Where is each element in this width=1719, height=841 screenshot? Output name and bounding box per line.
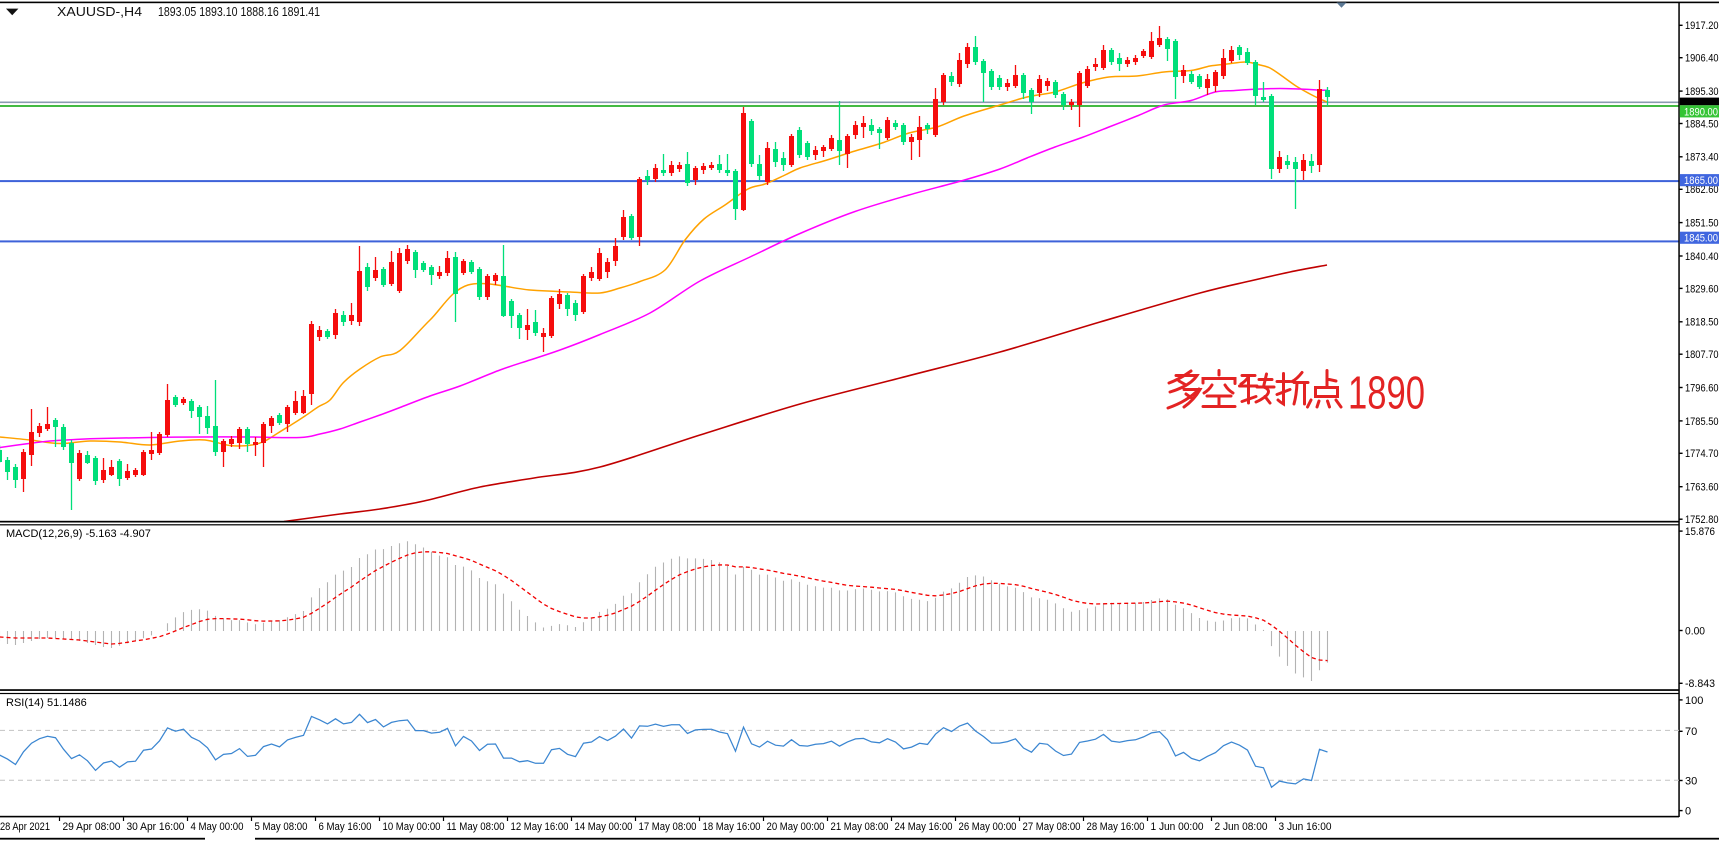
- svg-text:2 Jun 08:00: 2 Jun 08:00: [1215, 821, 1268, 833]
- svg-text:1807.70: 1807.70: [1685, 349, 1719, 361]
- svg-text:1796.60: 1796.60: [1685, 382, 1719, 394]
- svg-text:100: 100: [1685, 695, 1703, 707]
- svg-text:0: 0: [1685, 806, 1691, 818]
- svg-text:27 May 08:00: 27 May 08:00: [1023, 821, 1081, 833]
- svg-text:1851.50: 1851.50: [1685, 218, 1719, 230]
- svg-text:0.00: 0.00: [1685, 625, 1705, 637]
- svg-text:17 May 08:00: 17 May 08:00: [639, 821, 697, 833]
- svg-text:11 May 08:00: 11 May 08:00: [447, 821, 505, 833]
- svg-text:MACD(12,26,9) -5.163 -4.907: MACD(12,26,9) -5.163 -4.907: [6, 528, 151, 540]
- svg-text:5 May 08:00: 5 May 08:00: [255, 821, 308, 833]
- svg-text:18 May 16:00: 18 May 16:00: [703, 821, 761, 833]
- svg-text:28 Apr 2021: 28 Apr 2021: [0, 821, 50, 833]
- svg-text:26 May 00:00: 26 May 00:00: [959, 821, 1017, 833]
- svg-text:30 Apr 16:00: 30 Apr 16:00: [127, 821, 185, 833]
- svg-text:1906.40: 1906.40: [1685, 53, 1719, 65]
- svg-text:RSI(14) 51.1486: RSI(14) 51.1486: [6, 697, 87, 709]
- svg-text:12 May 16:00: 12 May 16:00: [511, 821, 569, 833]
- svg-text:1774.70: 1774.70: [1685, 448, 1719, 460]
- svg-text:1873.40: 1873.40: [1685, 152, 1719, 164]
- svg-text:1 Jun 00:00: 1 Jun 00:00: [1151, 821, 1204, 833]
- svg-text:1763.60: 1763.60: [1685, 482, 1719, 494]
- svg-text:24 May 16:00: 24 May 16:00: [895, 821, 953, 833]
- svg-text:1917.20: 1917.20: [1685, 20, 1719, 32]
- svg-text:1884.50: 1884.50: [1685, 118, 1719, 130]
- svg-text:70: 70: [1685, 726, 1697, 738]
- svg-text:-8.843: -8.843: [1685, 678, 1715, 690]
- svg-text:1845.00: 1845.00: [1684, 233, 1718, 245]
- svg-text:14 May 00:00: 14 May 00:00: [575, 821, 633, 833]
- svg-text:1893.05 1893.10 1888.16 1891.4: 1893.05 1893.10 1888.16 1891.41: [158, 5, 320, 19]
- svg-text:4 May 00:00: 4 May 00:00: [191, 821, 244, 833]
- svg-text:1752.80: 1752.80: [1685, 514, 1719, 526]
- svg-text:1890: 1890: [1348, 367, 1425, 419]
- svg-text:10 May 00:00: 10 May 00:00: [383, 821, 441, 833]
- svg-text:1818.50: 1818.50: [1685, 317, 1719, 329]
- svg-text:XAUUSD-,H4: XAUUSD-,H4: [57, 5, 142, 19]
- svg-text:15.876: 15.876: [1685, 526, 1715, 538]
- svg-text:21 May 08:00: 21 May 08:00: [831, 821, 889, 833]
- svg-text:29 Apr 08:00: 29 Apr 08:00: [63, 821, 121, 833]
- svg-text:28 May 16:00: 28 May 16:00: [1087, 821, 1145, 833]
- svg-text:3 Jun 16:00: 3 Jun 16:00: [1279, 821, 1332, 833]
- svg-text:1865.00: 1865.00: [1684, 175, 1718, 187]
- svg-text:1890.00: 1890.00: [1684, 106, 1718, 118]
- svg-text:1829.60: 1829.60: [1685, 283, 1719, 295]
- svg-text:1862.60: 1862.60: [1685, 184, 1719, 196]
- svg-text:20 May 00:00: 20 May 00:00: [767, 821, 825, 833]
- svg-text:1785.50: 1785.50: [1685, 416, 1719, 428]
- svg-text:1840.40: 1840.40: [1685, 251, 1719, 263]
- svg-text:6 May 16:00: 6 May 16:00: [319, 821, 372, 833]
- svg-text:30: 30: [1685, 775, 1697, 787]
- svg-text:1895.30: 1895.30: [1685, 86, 1719, 98]
